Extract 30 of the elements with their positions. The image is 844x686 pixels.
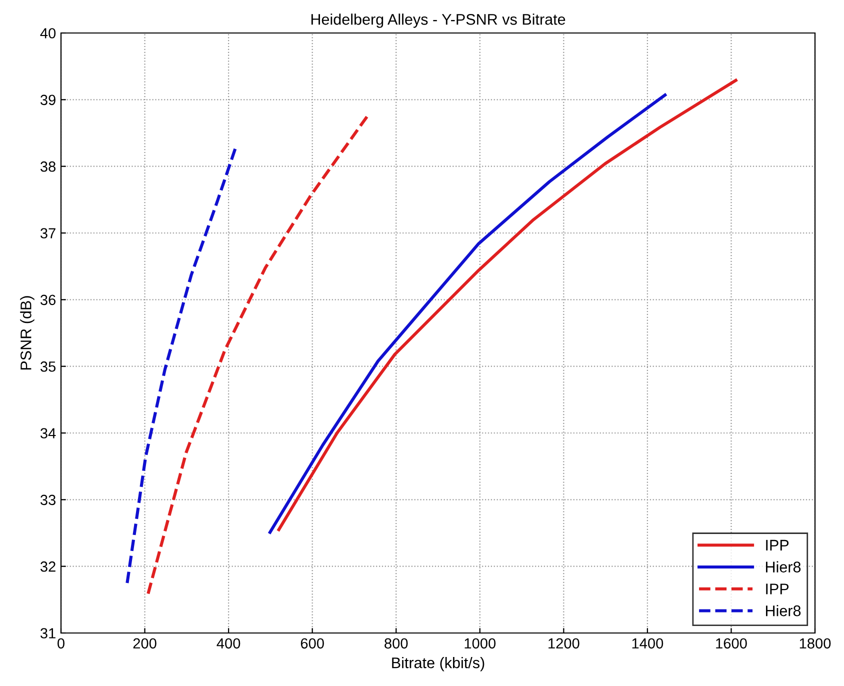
chart-title: Heidelberg Alleys - Y-PSNR vs Bitrate xyxy=(311,14,566,28)
legend-label: IPP xyxy=(766,584,789,594)
y-tick-label: 32 xyxy=(40,561,56,572)
x-axis-title: Bitrate (kbit/s) xyxy=(392,657,484,672)
x-tick-label: 1800 xyxy=(800,638,831,649)
x-tick-label: 400 xyxy=(216,638,240,649)
x-tick-label: 0 xyxy=(58,638,64,649)
x-tick-label: 1400 xyxy=(632,638,664,649)
x-tick-label: 600 xyxy=(300,638,324,649)
x-tick-label: 1000 xyxy=(464,638,496,649)
x-tick-label: 1200 xyxy=(548,638,580,649)
y-tick-label: 34 xyxy=(40,428,56,438)
y-tick-label: 31 xyxy=(40,628,56,638)
line-series xyxy=(277,78,738,532)
y-tick-label: 33 xyxy=(40,494,56,506)
y-tick-label: 40 xyxy=(40,28,56,38)
y-tick-label: 37 xyxy=(40,228,56,238)
legend-label: Hier8 xyxy=(766,605,801,616)
y-tick-label: 36 xyxy=(40,294,56,306)
y-tick-label: 38 xyxy=(40,161,56,172)
y-tick-label: 39 xyxy=(40,94,56,106)
x-tick-label: 800 xyxy=(384,638,408,649)
line-series xyxy=(146,114,369,596)
x-tick-label: 1600 xyxy=(716,638,747,649)
line-series xyxy=(268,93,667,534)
y-tick-label: 35 xyxy=(40,361,56,372)
legend-label: Hier8 xyxy=(766,561,801,572)
x-tick-label: 200 xyxy=(133,638,156,649)
y-axis-title: PSNR (dB) xyxy=(20,296,34,370)
legend-label: IPP xyxy=(766,540,789,550)
